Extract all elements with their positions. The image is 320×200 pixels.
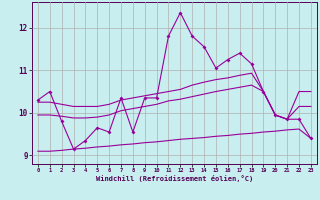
X-axis label: Windchill (Refroidissement éolien,°C): Windchill (Refroidissement éolien,°C): [96, 175, 253, 182]
